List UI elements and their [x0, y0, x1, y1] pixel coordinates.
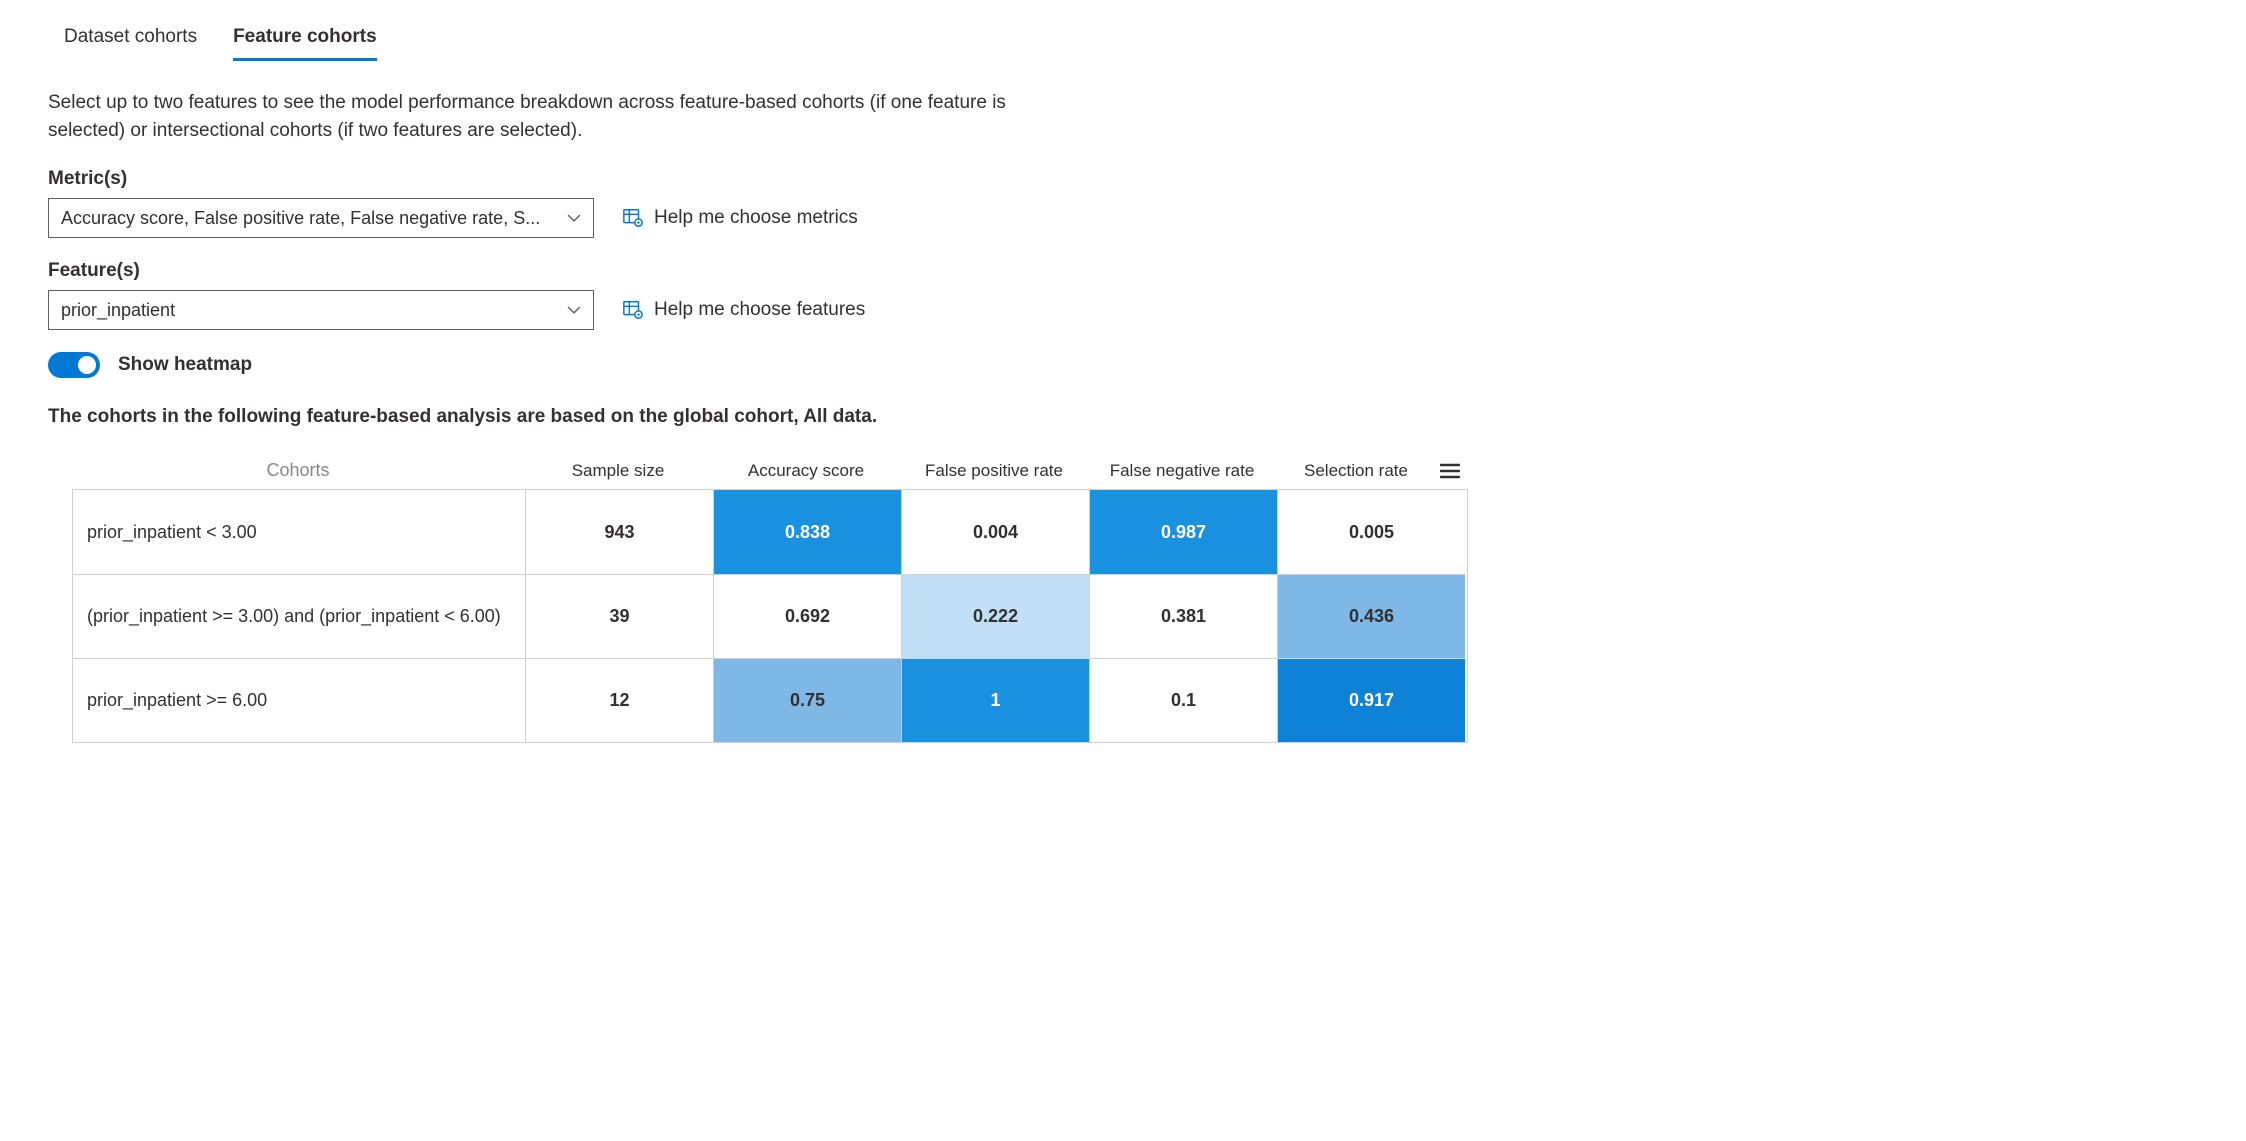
- metrics-field: Metric(s) Accuracy score, False positive…: [48, 168, 2198, 238]
- metric-cell: 0.222: [901, 574, 1089, 658]
- col-selection-rate: Selection rate: [1276, 461, 1436, 481]
- heatmap-toggle-label: Show heatmap: [118, 354, 252, 376]
- metric-cell: 0.436: [1277, 574, 1465, 658]
- col-fpr: False positive rate: [900, 461, 1088, 481]
- tab-feature-cohorts[interactable]: Feature cohorts: [233, 20, 377, 61]
- table-settings-icon: [622, 299, 644, 321]
- metric-cell: 39: [525, 574, 713, 658]
- metric-cell: 0.692: [713, 574, 901, 658]
- features-dropdown[interactable]: prior_inpatient: [48, 290, 594, 330]
- table-row: (prior_inpatient >= 3.00) and (prior_inp…: [73, 574, 1467, 658]
- metric-cell: 12: [525, 658, 713, 742]
- metric-cell: 0.75: [713, 658, 901, 742]
- col-fnr: False negative rate: [1088, 461, 1276, 481]
- features-label: Feature(s): [48, 260, 2198, 282]
- metric-cell: 0.005: [1277, 490, 1465, 574]
- metric-cell: 1: [901, 658, 1089, 742]
- table-row: prior_inpatient < 3.009430.8380.0040.987…: [73, 490, 1467, 574]
- help-metrics-text: Help me choose metrics: [654, 207, 858, 229]
- metric-cell: 0.381: [1089, 574, 1277, 658]
- features-dropdown-value: prior_inpatient: [61, 300, 175, 321]
- heatmap-table: Cohorts Sample size Accuracy score False…: [48, 460, 1468, 743]
- metric-cell: 0.917: [1277, 658, 1465, 742]
- toggle-knob: [78, 356, 96, 374]
- metrics-dropdown-value: Accuracy score, False positive rate, Fal…: [61, 208, 540, 229]
- chevron-down-icon: [567, 303, 581, 317]
- cohort-label: prior_inpatient < 3.00: [73, 490, 525, 574]
- metric-cell: 943: [525, 490, 713, 574]
- metric-cell: 0.1: [1089, 658, 1277, 742]
- col-cohorts: Cohorts: [72, 460, 524, 481]
- table-row: prior_inpatient >= 6.00120.7510.10.917: [73, 658, 1467, 742]
- help-features-text: Help me choose features: [654, 299, 865, 321]
- tabs: Dataset cohorts Feature cohorts: [48, 20, 2198, 61]
- cohort-label: (prior_inpatient >= 3.00) and (prior_inp…: [73, 574, 525, 658]
- metrics-dropdown[interactable]: Accuracy score, False positive rate, Fal…: [48, 198, 594, 238]
- description-text: Select up to two features to see the mod…: [48, 89, 1028, 144]
- chevron-down-icon: [567, 211, 581, 225]
- heatmap-header: Cohorts Sample size Accuracy score False…: [72, 460, 1468, 481]
- col-accuracy: Accuracy score: [712, 461, 900, 481]
- hamburger-icon[interactable]: [1440, 463, 1460, 479]
- cohort-label: prior_inpatient >= 6.00: [73, 658, 525, 742]
- features-field: Feature(s) prior_inpatient Help me choos…: [48, 260, 2198, 330]
- analysis-note: The cohorts in the following feature-bas…: [48, 406, 2198, 428]
- tab-dataset-cohorts[interactable]: Dataset cohorts: [64, 20, 197, 61]
- heatmap-body: prior_inpatient < 3.009430.8380.0040.987…: [72, 489, 1468, 743]
- heatmap-toggle-row: Show heatmap: [48, 352, 2198, 378]
- metric-cell: 0.004: [901, 490, 1089, 574]
- help-features-link[interactable]: Help me choose features: [622, 299, 865, 321]
- metric-cell: 0.838: [713, 490, 901, 574]
- metric-cell: 0.987: [1089, 490, 1277, 574]
- metrics-label: Metric(s): [48, 168, 2198, 190]
- col-sample-size: Sample size: [524, 461, 712, 481]
- help-metrics-link[interactable]: Help me choose metrics: [622, 207, 858, 229]
- table-settings-icon: [622, 207, 644, 229]
- heatmap-toggle[interactable]: [48, 352, 100, 378]
